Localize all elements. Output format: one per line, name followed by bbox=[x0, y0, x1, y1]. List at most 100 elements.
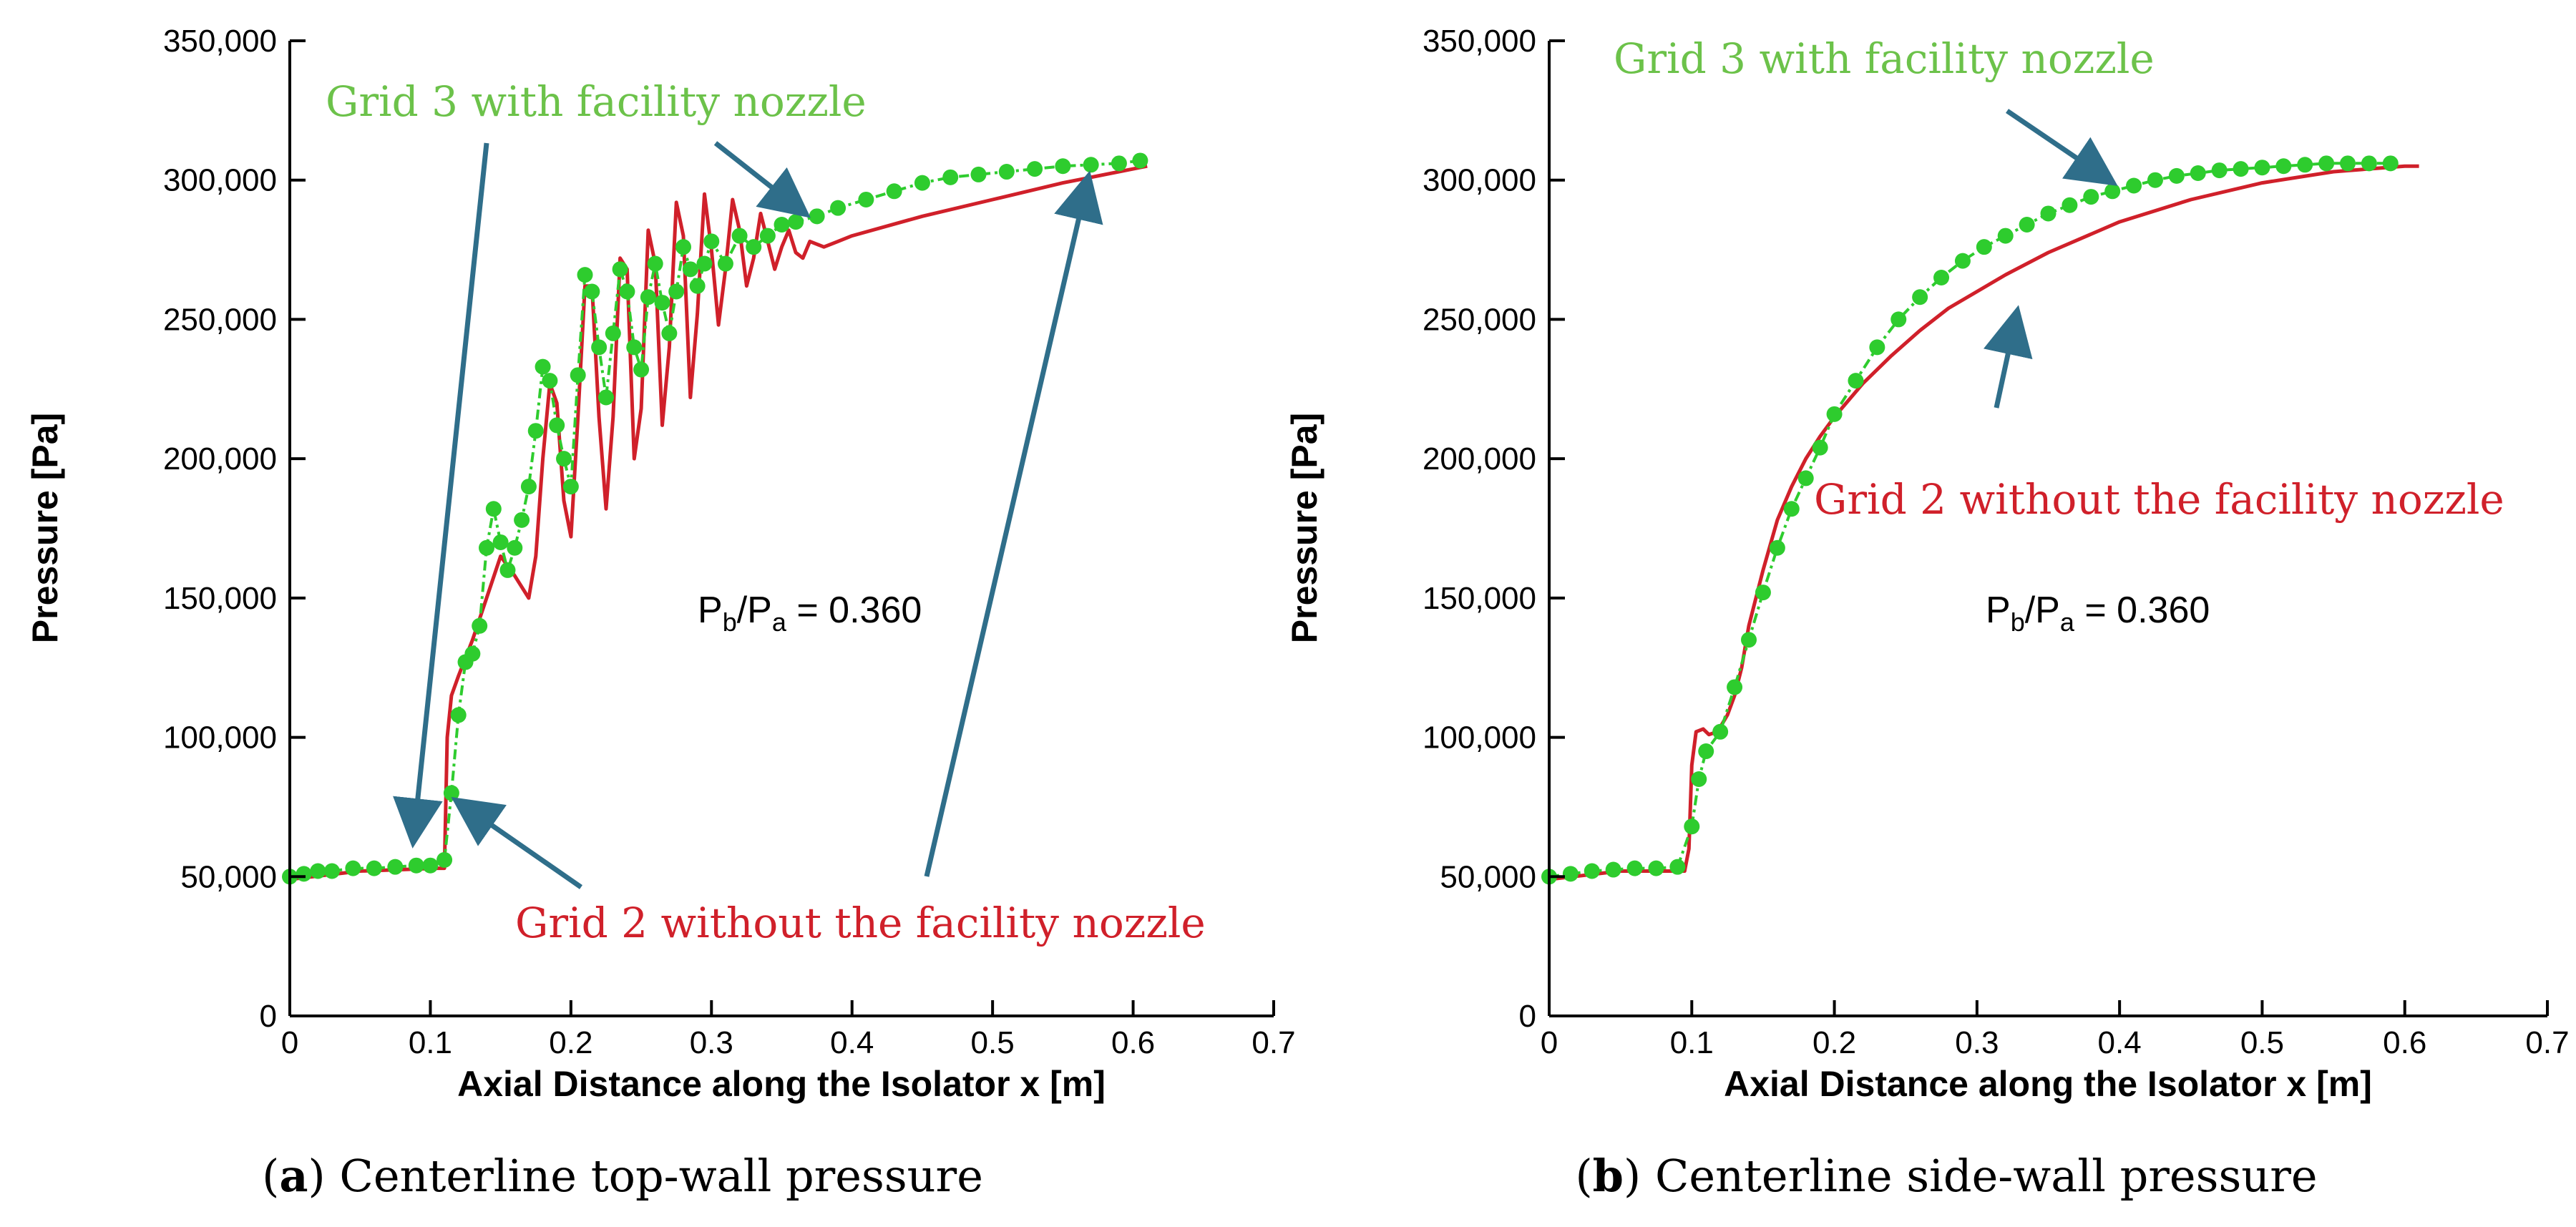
data-point-grid3 bbox=[619, 283, 635, 300]
data-point-grid3 bbox=[2019, 217, 2035, 233]
plot-area-b bbox=[1541, 155, 2419, 885]
data-point-grid3 bbox=[1890, 311, 1907, 328]
y-tick-label: 300,000 bbox=[163, 163, 277, 198]
caption-a: (a) Centerline top-wall pressure bbox=[262, 1150, 983, 1202]
data-point-grid3 bbox=[746, 239, 762, 255]
y-tick-label: 350,000 bbox=[1423, 24, 1536, 59]
data-point-grid3 bbox=[1741, 632, 1757, 648]
data-point-grid3 bbox=[1684, 818, 1700, 835]
data-point-grid3 bbox=[2211, 162, 2228, 179]
y-tick-label: 100,000 bbox=[163, 720, 277, 756]
data-point-grid3 bbox=[2318, 155, 2335, 172]
arrow-grid2-to-curve bbox=[1983, 305, 2033, 409]
x-tick-label: 0 bbox=[281, 1025, 298, 1060]
data-point-grid3 bbox=[731, 228, 748, 244]
series-line-grid3 bbox=[289, 159, 1141, 879]
data-point-grid3 bbox=[1055, 158, 1071, 175]
data-point-grid3 bbox=[472, 617, 488, 634]
data-point-grid3 bbox=[514, 512, 530, 528]
x-tick-label: 0.4 bbox=[2098, 1025, 2142, 1060]
data-point-grid3 bbox=[942, 169, 959, 185]
data-point-grid3 bbox=[479, 539, 494, 556]
data-point-grid3 bbox=[1712, 723, 1729, 740]
data-point-grid3 bbox=[1626, 860, 1643, 876]
data-point-grid3 bbox=[1848, 373, 1864, 389]
data-point-grid3 bbox=[2147, 172, 2163, 188]
data-point-grid3 bbox=[443, 785, 459, 801]
y-tick-label: 250,000 bbox=[1423, 302, 1536, 337]
series-line-grid2 bbox=[1548, 164, 2419, 881]
data-point-grid3 bbox=[584, 283, 600, 300]
data-point-grid3 bbox=[492, 534, 509, 550]
y-tick-label: 100,000 bbox=[1423, 720, 1536, 756]
data-point-grid3 bbox=[591, 339, 608, 356]
y-tick-label: 0 bbox=[1519, 999, 1536, 1034]
data-point-grid3 bbox=[1997, 228, 2014, 244]
grid2-annotation: Grid 2 without the facility nozzle bbox=[1814, 475, 2504, 524]
data-point-grid3 bbox=[2254, 160, 2270, 176]
data-point-grid3 bbox=[830, 200, 847, 216]
data-point-grid3 bbox=[2104, 183, 2121, 200]
data-point-grid3 bbox=[345, 860, 361, 876]
data-point-grid3 bbox=[633, 361, 650, 378]
axes-b bbox=[1548, 41, 2547, 1017]
x-tick-label: 0.4 bbox=[830, 1025, 874, 1060]
data-point-grid3 bbox=[970, 166, 987, 182]
data-point-grid3 bbox=[2083, 189, 2099, 205]
data-point-grid3 bbox=[2361, 155, 2377, 172]
data-point-grid3 bbox=[2340, 155, 2356, 172]
data-point-grid3 bbox=[499, 562, 516, 578]
data-point-grid3 bbox=[1669, 859, 1686, 875]
data-point-grid3 bbox=[661, 325, 678, 341]
arrow-grid3-to-curve bbox=[2006, 109, 2118, 186]
data-point-grid3 bbox=[2190, 165, 2206, 181]
data-point-grid3 bbox=[2040, 205, 2057, 222]
data-point-grid3 bbox=[605, 325, 621, 341]
y-tick-label: 200,000 bbox=[1423, 441, 1536, 476]
x-tick-label: 0.2 bbox=[549, 1025, 592, 1060]
x-axis-label: Axial Distance along the Isolator x [m] bbox=[1724, 1064, 2372, 1104]
data-point-grid3 bbox=[647, 255, 663, 272]
data-point-grid3 bbox=[2297, 157, 2313, 173]
data-point-grid3 bbox=[696, 255, 713, 272]
data-point-grid3 bbox=[387, 859, 404, 875]
data-point-grid3 bbox=[886, 183, 902, 200]
y-axis-label: Pressure [Pa] bbox=[25, 413, 65, 643]
x-tick-label: 0.6 bbox=[1111, 1025, 1155, 1060]
data-point-grid3 bbox=[1027, 161, 1043, 177]
data-point-grid3 bbox=[717, 255, 733, 272]
data-point-grid3 bbox=[2126, 177, 2142, 194]
data-point-grid3 bbox=[858, 191, 874, 207]
y-tick-label: 150,000 bbox=[163, 581, 277, 616]
x-tick-label: 0.6 bbox=[2383, 1025, 2426, 1060]
x-axis-label: Axial Distance along the Isolator x [m] bbox=[457, 1064, 1106, 1104]
data-point-grid3 bbox=[612, 261, 628, 278]
data-point-grid3 bbox=[1812, 439, 1828, 456]
data-point-grid3 bbox=[668, 283, 685, 300]
data-point-grid3 bbox=[2168, 167, 2185, 184]
data-point-grid3 bbox=[1933, 270, 1950, 286]
data-point-grid3 bbox=[774, 217, 790, 233]
data-point-grid3 bbox=[1727, 679, 1743, 695]
data-point-grid3 bbox=[703, 233, 720, 250]
y-tick-label: 350,000 bbox=[163, 24, 277, 59]
data-point-grid3 bbox=[788, 214, 804, 230]
data-point-grid3 bbox=[2233, 161, 2249, 177]
x-tick-label: 0.3 bbox=[1955, 1025, 1999, 1060]
x-tick-label: 0.7 bbox=[2525, 1025, 2569, 1060]
data-point-grid3 bbox=[626, 339, 643, 356]
x-tick-label: 0.3 bbox=[690, 1025, 733, 1060]
data-point-grid3 bbox=[682, 261, 698, 278]
caption-b: (b) Centerline side-wall pressure bbox=[1575, 1150, 2317, 1202]
y-tick-label: 250,000 bbox=[163, 302, 277, 337]
axes-a bbox=[288, 41, 1274, 1017]
data-point-grid3 bbox=[914, 175, 930, 191]
data-point-grid3 bbox=[1584, 863, 1600, 879]
data-point-grid3 bbox=[549, 417, 565, 434]
data-point-grid3 bbox=[1562, 866, 1579, 882]
data-point-grid3 bbox=[535, 358, 551, 375]
data-point-grid3 bbox=[1083, 157, 1099, 173]
data-point-grid3 bbox=[1698, 743, 1714, 760]
data-point-grid3 bbox=[464, 645, 481, 662]
data-point-grid3 bbox=[640, 289, 656, 305]
